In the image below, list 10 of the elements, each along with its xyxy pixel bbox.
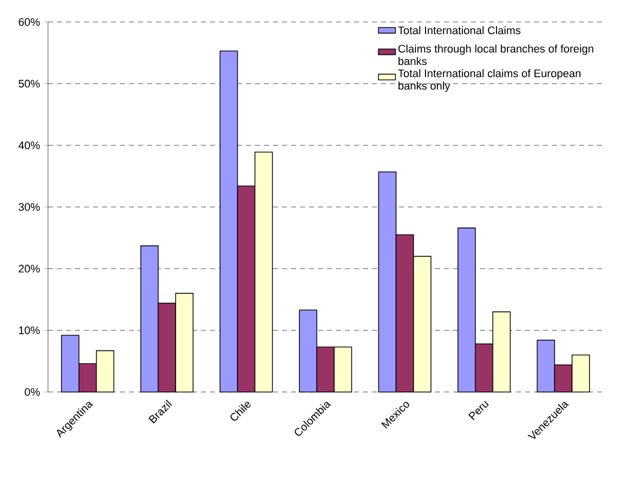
y-tick-label: 50%	[18, 80, 40, 88]
legend-label: Total International claims of European banks only	[398, 69, 580, 92]
y-tick-label: 60%	[18, 18, 40, 26]
y-tick-label: 30%	[18, 203, 40, 211]
legend-label: Total International Claims	[398, 26, 520, 34]
legend-label: Claims through local branches of foreign banks	[398, 44, 594, 66]
y-tick-label: 10%	[19, 326, 40, 334]
y-tick-label: 20%	[18, 264, 40, 273]
y-tick-label: 40%	[18, 141, 40, 150]
y-tick-label: 0%	[24, 388, 40, 396]
